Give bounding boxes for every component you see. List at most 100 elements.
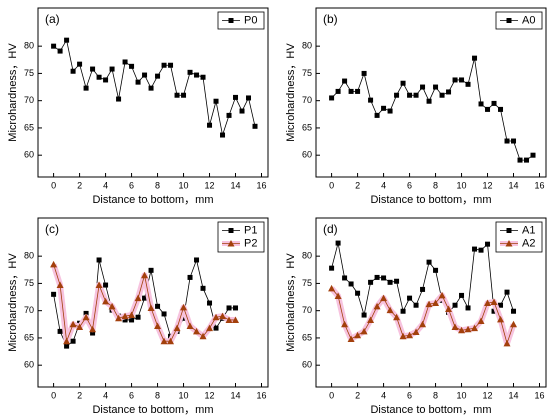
y-tick-label: 80 xyxy=(302,251,312,261)
y-tick-label: 75 xyxy=(302,68,312,78)
legend-box xyxy=(217,11,265,30)
legend-label: P1 xyxy=(244,224,257,236)
marker xyxy=(373,302,381,310)
marker xyxy=(491,308,497,314)
marker xyxy=(77,61,83,67)
x-tick-label: 16 xyxy=(534,180,544,190)
marker xyxy=(497,315,505,323)
marker xyxy=(57,48,63,54)
marker xyxy=(76,323,84,331)
marker xyxy=(400,308,406,314)
marker xyxy=(498,106,504,112)
marker xyxy=(491,100,497,106)
marker xyxy=(95,281,103,289)
marker xyxy=(82,313,90,321)
marker xyxy=(181,315,187,321)
marker xyxy=(96,257,102,263)
marker xyxy=(381,105,387,111)
marker xyxy=(433,267,439,273)
marker xyxy=(406,331,414,339)
marker xyxy=(465,305,471,311)
marker xyxy=(459,77,465,83)
marker xyxy=(348,88,354,94)
marker xyxy=(505,240,513,247)
marker xyxy=(374,112,380,118)
y-tick-label: 70 xyxy=(24,95,34,105)
marker xyxy=(186,322,194,329)
marker xyxy=(504,289,510,295)
y-tick-label: 75 xyxy=(24,68,34,78)
x-tick-label: 14 xyxy=(231,390,241,400)
x-tick-label: 4 xyxy=(103,390,108,400)
y-axis-label: Microhardness，HV xyxy=(7,253,19,352)
marker xyxy=(478,101,484,107)
x-tick-label: 10 xyxy=(179,390,189,400)
x-tick-label: 6 xyxy=(129,390,134,400)
y-tick-label: 60 xyxy=(24,150,34,160)
x-tick-label: 0 xyxy=(51,390,56,400)
marker xyxy=(334,292,342,299)
marker xyxy=(225,316,233,323)
marker xyxy=(220,132,226,138)
x-tick-label: 8 xyxy=(433,180,438,190)
marker xyxy=(452,302,458,308)
marker xyxy=(394,278,400,284)
marker xyxy=(90,330,96,336)
x-tick-label: 10 xyxy=(179,180,189,190)
marker xyxy=(135,79,141,85)
marker xyxy=(200,74,206,80)
marker xyxy=(477,317,485,325)
marker xyxy=(134,294,142,302)
y-tick-label: 70 xyxy=(302,95,312,105)
marker xyxy=(155,303,161,309)
marker xyxy=(490,298,498,305)
marker xyxy=(239,108,245,114)
marker xyxy=(161,62,167,68)
x-tick-label: 12 xyxy=(205,180,215,190)
marker xyxy=(394,92,400,98)
y-tick-label: 80 xyxy=(302,41,312,51)
marker xyxy=(148,267,154,273)
marker xyxy=(148,85,154,91)
x-tick-label: 12 xyxy=(205,390,215,400)
panel-label: (c) xyxy=(45,222,59,236)
marker xyxy=(354,331,362,339)
marker xyxy=(420,286,426,292)
y-tick-label: 65 xyxy=(24,332,34,342)
x-tick-label: 16 xyxy=(256,390,266,400)
marker xyxy=(407,92,413,98)
panel: 0 2 4 6 8 10 12 14 16 60 65 70 75 80 Distance to botto… xyxy=(7,7,269,206)
marker xyxy=(510,320,518,328)
x-tick-label: 8 xyxy=(155,390,160,400)
y-tick-label: 60 xyxy=(24,360,34,370)
marker xyxy=(212,313,220,321)
plot-frame xyxy=(315,217,547,388)
marker xyxy=(485,106,491,112)
y-tick-label: 60 xyxy=(302,360,312,370)
marker xyxy=(498,302,504,308)
y-tick-label: 65 xyxy=(24,122,34,132)
marker xyxy=(232,316,240,323)
marker xyxy=(355,88,361,94)
marker xyxy=(89,325,97,333)
marker xyxy=(484,299,492,307)
x-tick-label: 0 xyxy=(329,180,334,190)
y-tick-label: 75 xyxy=(302,278,312,288)
marker xyxy=(115,314,123,322)
marker xyxy=(387,279,393,285)
marker xyxy=(361,312,367,318)
marker xyxy=(102,297,110,305)
x-tick-label: 8 xyxy=(433,390,438,400)
marker xyxy=(464,325,472,333)
marker xyxy=(129,63,135,69)
marker xyxy=(472,246,478,252)
marker xyxy=(399,332,407,340)
marker xyxy=(122,317,128,323)
y-tick-label: 65 xyxy=(302,332,312,342)
marker xyxy=(413,302,419,308)
marker xyxy=(524,157,530,163)
plot-frame xyxy=(37,7,269,178)
series-line xyxy=(53,39,256,137)
x-tick-label: 12 xyxy=(483,390,493,400)
marker xyxy=(83,85,89,91)
